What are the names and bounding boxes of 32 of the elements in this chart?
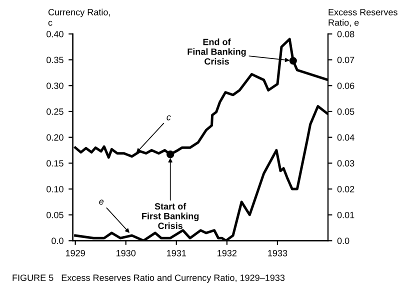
annotation: e [99,200,104,205]
x-tick-label: 1929 [66,250,85,256]
y2-tick-label: 0.06 [337,82,354,89]
caption: FIGURE 5 Excess Reserves Ratio and Currency Ratio, 1929–1933 [12,274,285,283]
y2-tick-label: 0.08 [337,30,354,38]
y2-tick-label: 0.01 [337,212,354,218]
y-tick-label: 0.0 [52,238,64,244]
y2-tick-label: 0.07 [337,56,354,64]
y2-axis-title: Excess Reserves Ratio, e [328,9,398,27]
annotation: Start of First Banking Crisis [142,202,199,230]
y-tick-label: 0.30 [46,82,64,89]
y-tick-label: 0.15 [46,160,64,167]
point [166,150,174,158]
y2-tick-label: 0.0 [337,238,350,244]
annotation: End of Final Banking Crisis [188,38,246,65]
y-tick-label: 0.35 [46,56,64,64]
x-tick-label: 1933 [268,250,288,256]
y2-tick-label: 0.02 [337,186,354,192]
y2-tick-label: 0.05 [337,108,354,115]
y-tick-label: 0.25 [46,108,64,115]
y2-tick-label: 0.03 [337,160,354,167]
annotation: c [166,115,171,120]
y-tick-label: 0.10 [46,186,64,192]
point [289,56,297,65]
x-tick-label: 1930 [116,250,136,256]
y2-tick-label: 0.04 [337,134,354,141]
y-axis-title: Currency Ratio, c [48,8,110,26]
x-tick-label: 1932 [218,250,237,256]
x-tick-label: 1931 [167,250,186,256]
y-tick-label: 0.20 [46,134,64,141]
y-tick-label: 0.40 [46,30,64,38]
y-tick-label: 0.05 [46,212,64,218]
